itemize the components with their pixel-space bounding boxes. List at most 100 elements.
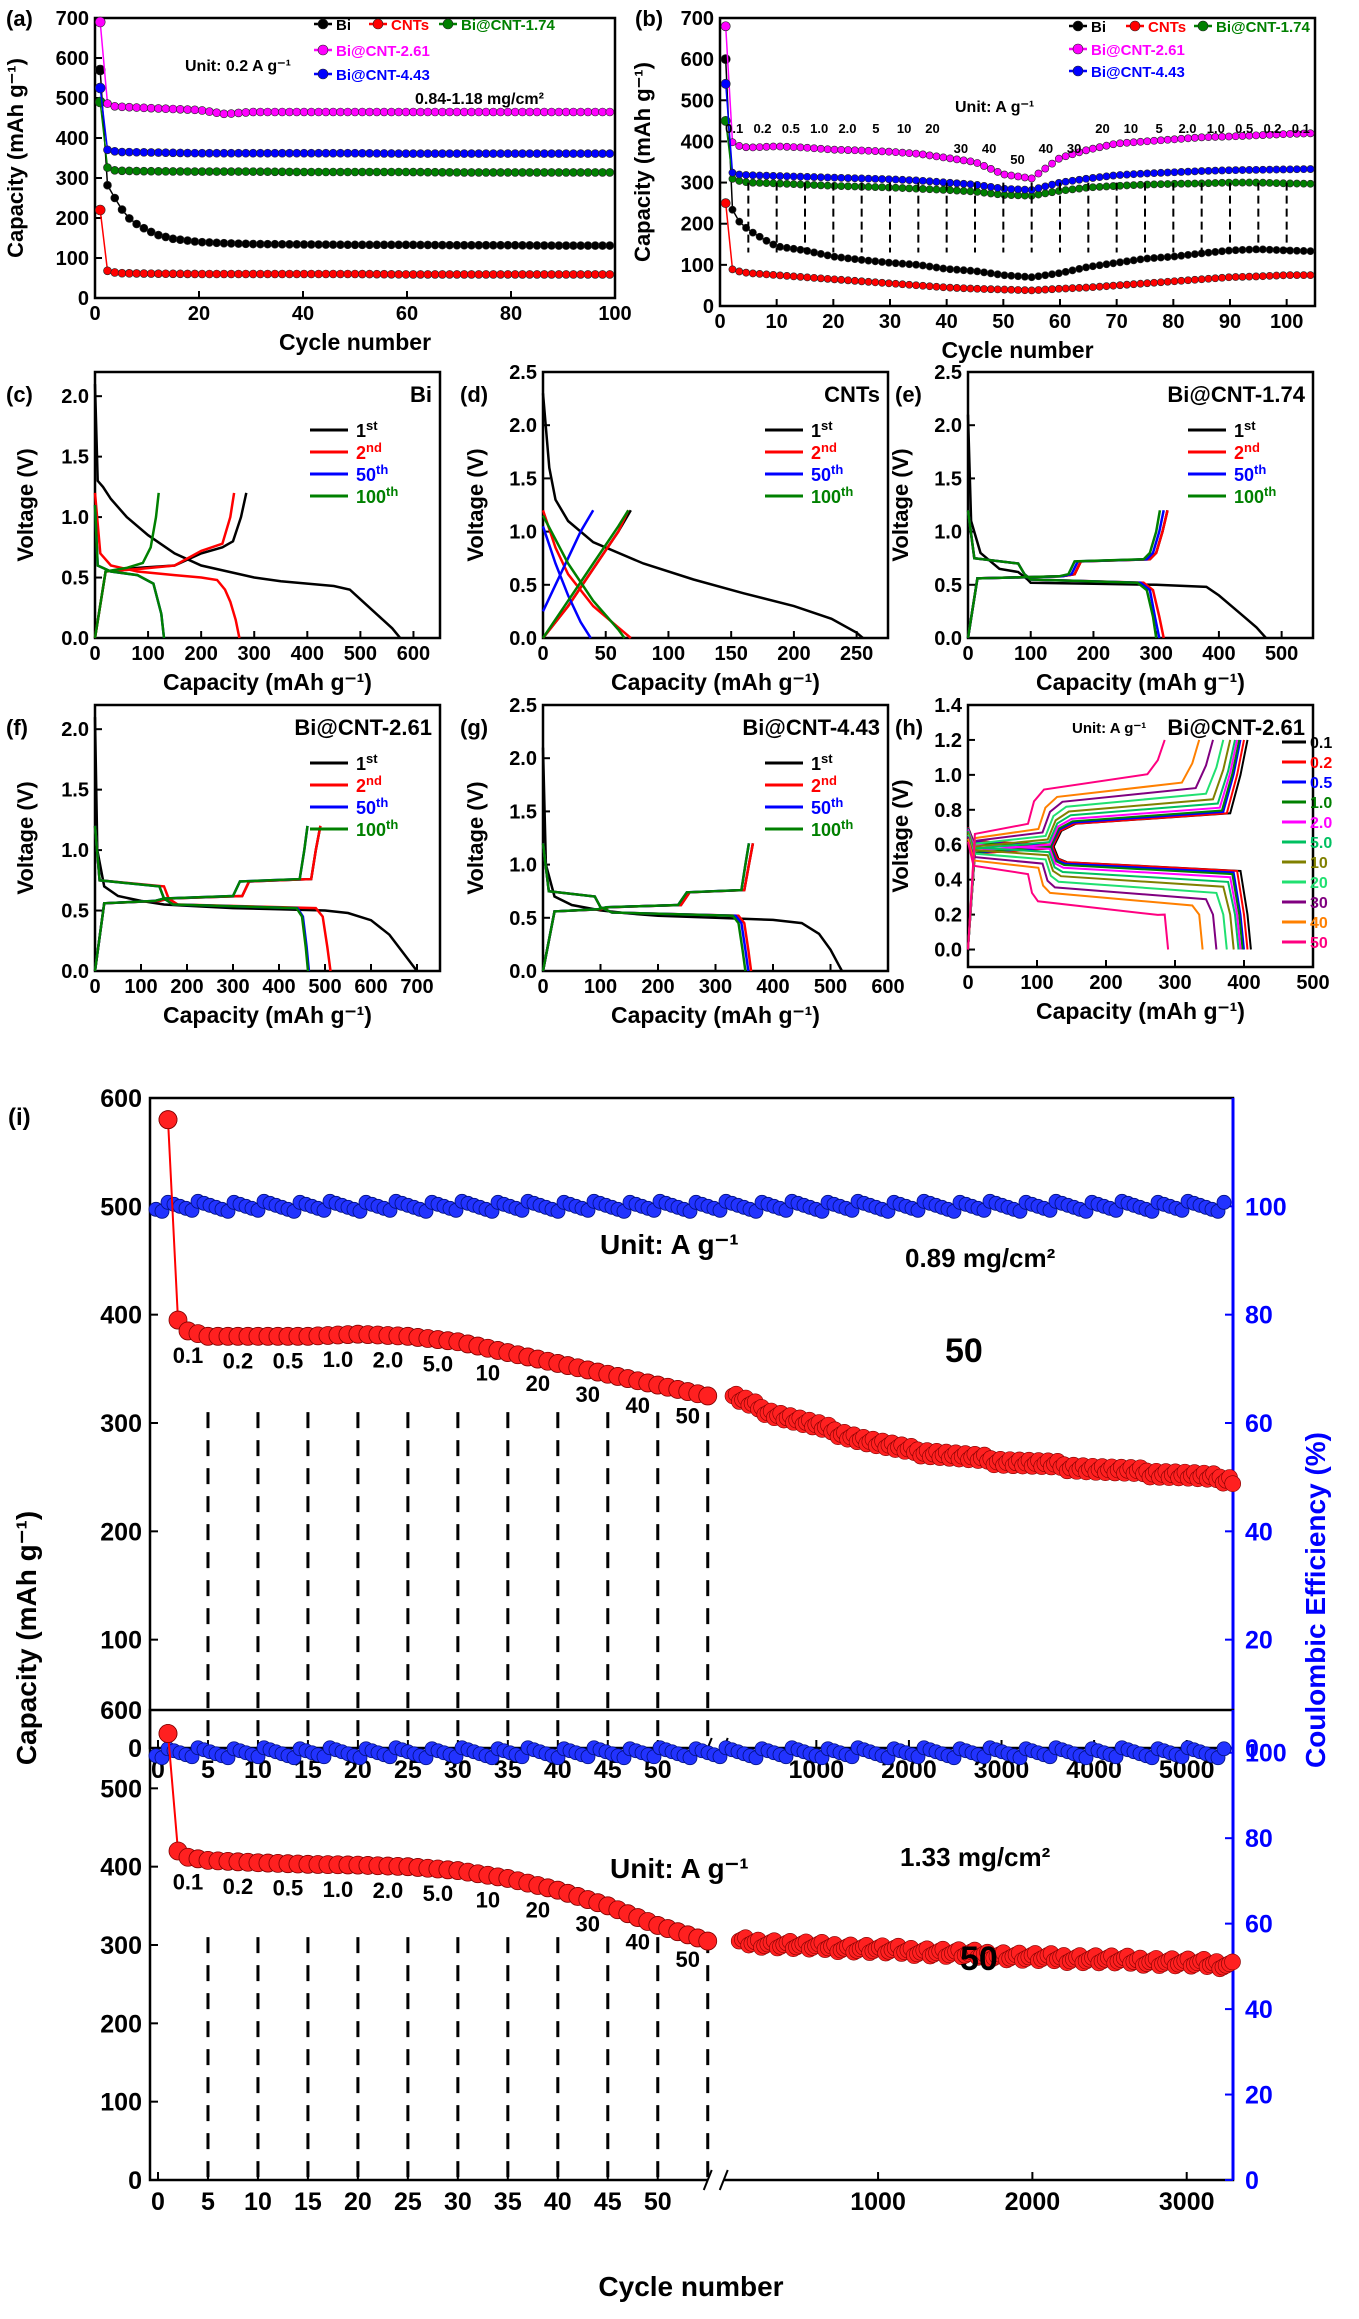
data-point — [212, 108, 221, 118]
legend-label: 100th — [811, 817, 853, 840]
x-tick-label: 50 — [992, 311, 1014, 333]
data-point — [966, 157, 975, 166]
y-tick-label: 2.0 — [934, 415, 962, 437]
data-point — [321, 167, 331, 177]
data-point — [803, 172, 812, 181]
data-point — [1190, 275, 1199, 284]
legend-label: 5.0 — [1310, 835, 1332, 852]
x-tick-label: 0 — [537, 976, 548, 998]
x-tick-label: 3000 — [1159, 2188, 1215, 2216]
data-point — [357, 269, 367, 279]
x-tick-label: 15 — [294, 2188, 322, 2216]
legend-label: Bi@CNT-1.74 — [1216, 19, 1310, 36]
data-point — [241, 269, 251, 279]
y-tick-label: 1.4 — [934, 695, 963, 717]
data-point — [1265, 245, 1274, 254]
profile-curve — [93, 825, 309, 972]
data-point — [1265, 179, 1274, 187]
legend-label: 100th — [356, 817, 398, 840]
data-point — [489, 270, 498, 279]
data-point — [748, 171, 757, 180]
data-point — [1299, 271, 1308, 280]
y-tick-label: 1.0 — [509, 522, 537, 544]
data-point — [168, 167, 178, 176]
y-tick-label: 0.0 — [934, 940, 962, 962]
data-point — [1000, 184, 1009, 193]
y-tick-label: 0.2 — [934, 905, 962, 927]
data-point — [844, 182, 852, 191]
legend-label: 50th — [811, 462, 843, 485]
y-tick-label: 600 — [100, 1697, 142, 1725]
annotation-rate: 50 — [945, 1332, 983, 1370]
x-tick-label: 600 — [871, 976, 904, 998]
x-tick-label: 0 — [962, 643, 973, 665]
data-point — [1061, 186, 1070, 195]
data-point — [1102, 182, 1111, 191]
y-axis-label: Voltage (V) — [13, 448, 38, 561]
data-point — [423, 107, 433, 117]
x-tick-label: 300 — [1158, 972, 1191, 994]
data-point — [307, 148, 316, 158]
data-point — [539, 107, 549, 117]
data-point — [1075, 264, 1084, 273]
data-point — [263, 269, 272, 279]
data-point — [285, 148, 294, 158]
data-point — [270, 239, 280, 249]
data-point — [452, 270, 462, 279]
profile-curve — [966, 510, 1162, 639]
data-point — [292, 148, 302, 158]
x-tick-label: 60 — [396, 303, 418, 325]
legend-label: 2nd — [356, 440, 382, 463]
data-point — [803, 273, 812, 282]
data-point — [939, 153, 948, 162]
y-tick-label: 100 — [56, 248, 89, 270]
data-point — [959, 187, 968, 195]
data-point — [1272, 271, 1281, 280]
data-point — [1014, 185, 1022, 194]
data-point — [416, 240, 425, 250]
data-point — [1048, 188, 1056, 197]
data-point — [864, 174, 873, 183]
rate-label: 30 — [1067, 141, 1081, 156]
y-tick-label: 200 — [100, 1518, 142, 1546]
data-point — [314, 167, 323, 177]
data-point — [496, 168, 505, 177]
y-tick-label: 100 — [100, 1627, 142, 1655]
rate-label: 0.5 — [782, 121, 800, 136]
charge-curve — [967, 739, 1214, 950]
data-point — [569, 270, 578, 279]
data-point — [1218, 273, 1226, 282]
data-point — [248, 107, 258, 117]
data-point — [110, 166, 120, 175]
data-point — [561, 270, 571, 279]
annotation-unit: Unit: A g⁻¹ — [955, 99, 1034, 116]
data-point — [452, 107, 462, 117]
data-point — [1177, 276, 1186, 285]
data-point — [898, 148, 907, 157]
legend-label: 50th — [356, 795, 388, 818]
data-point — [467, 107, 476, 117]
data-point — [569, 168, 578, 177]
data-point — [1163, 180, 1172, 188]
annotation-unit: Unit: A g⁻¹ — [1072, 720, 1146, 737]
data-point — [452, 149, 462, 158]
data-point — [1129, 280, 1138, 289]
data-point — [554, 107, 564, 117]
data-point — [605, 149, 615, 158]
rate-label: 20 — [925, 121, 939, 136]
data-point — [277, 167, 287, 177]
data-point — [110, 102, 120, 111]
data-point — [307, 240, 316, 249]
panel-label: (b) — [635, 6, 663, 31]
data-point — [343, 148, 353, 158]
data-point — [1000, 271, 1009, 280]
data-point — [1218, 178, 1226, 187]
data-point — [720, 198, 731, 209]
rate-label: 20 — [526, 1897, 550, 1922]
data-point — [605, 168, 615, 177]
rate-label: 1.0 — [810, 121, 828, 136]
data-point — [1292, 246, 1301, 255]
data-point — [816, 144, 825, 153]
legend-marker — [372, 18, 384, 30]
data-point — [1014, 272, 1022, 281]
